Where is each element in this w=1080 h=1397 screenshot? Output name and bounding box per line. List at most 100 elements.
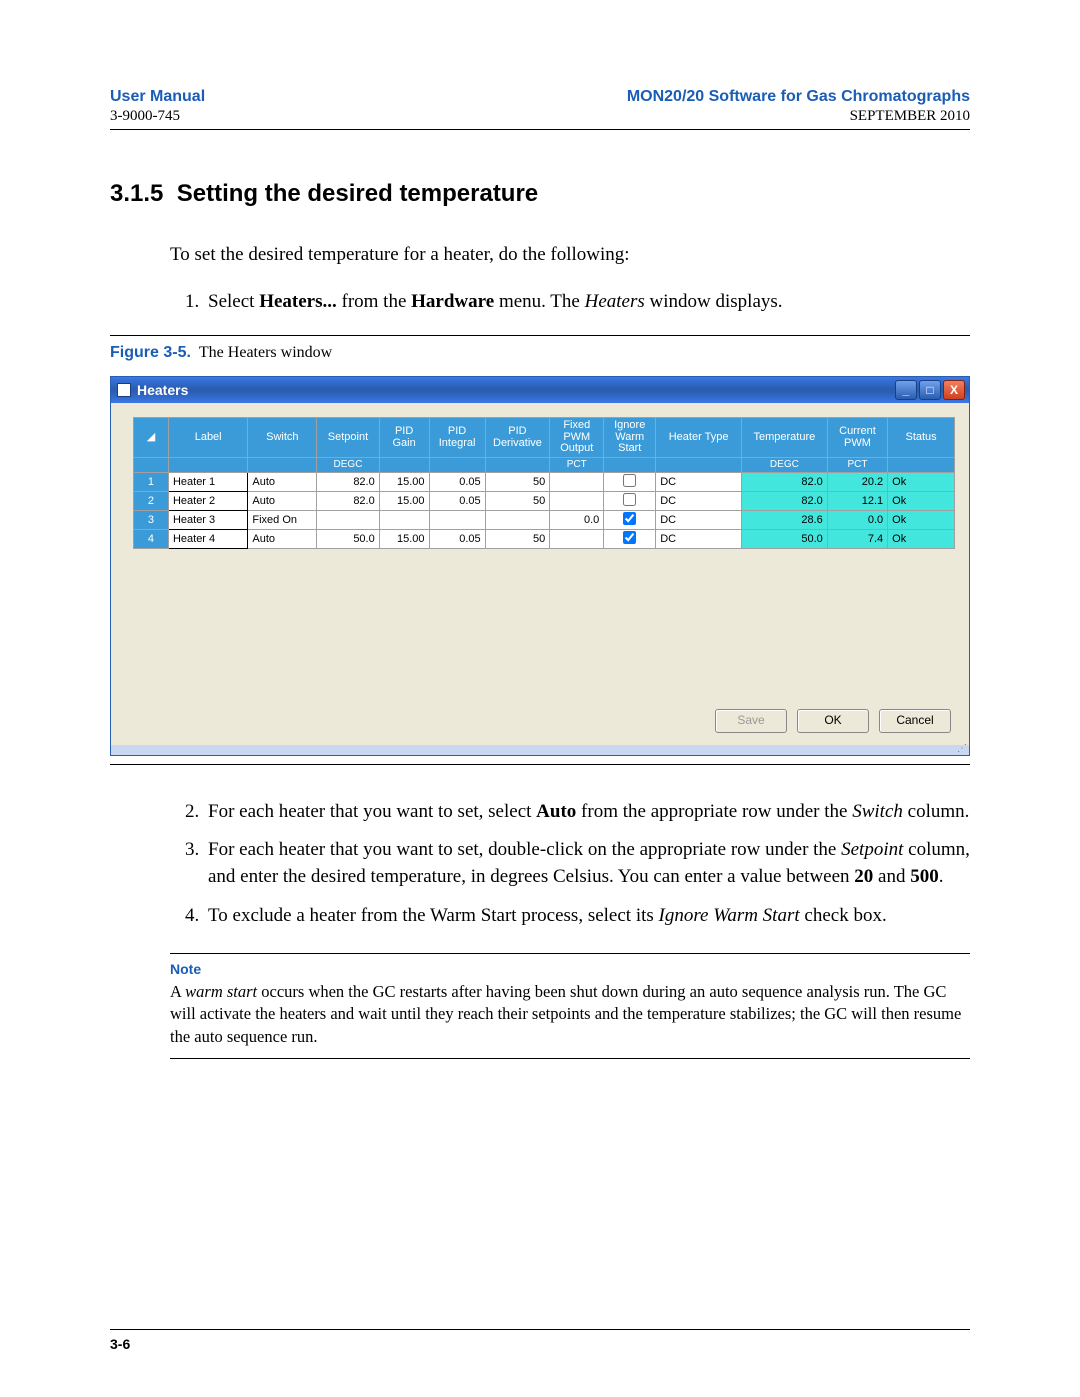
ignore-warm-checkbox[interactable] [623,474,636,487]
table-row[interactable]: 4Heater 4Auto50.015.000.0550DC50.07.4Ok [134,529,955,548]
cell-setpoint[interactable]: 50.0 [317,529,380,548]
col-temperature[interactable]: Temperature [741,418,827,458]
note-label: Note [170,960,970,979]
intro-text: To set the desired temperature for a hea… [170,242,970,269]
cell-current-pwm: 7.4 [827,529,887,548]
cell-gain[interactable]: 15.00 [379,491,429,510]
col-pid-integral[interactable]: PID Integral [429,418,485,458]
cell-derivative[interactable]: 50 [485,491,550,510]
cell-derivative[interactable]: 50 [485,472,550,491]
heaters-grid[interactable]: ◢ Label Switch Setpoint PID Gain PID Int… [133,417,955,549]
row-number: 4 [134,529,169,548]
col-label[interactable]: Label [168,418,247,458]
section-heading: 3.1.5 Setting the desired temperature [110,180,970,208]
col-status[interactable]: Status [888,418,955,458]
table-row[interactable]: 3Heater 3Fixed On0.0DC28.60.0Ok [134,510,955,529]
row-number: 2 [134,491,169,510]
cell-fixed-pwm[interactable] [550,472,604,491]
heaters-window: Heaters _ □ X ◢ Label Switch Setpoint PI… [110,376,970,756]
col-setpoint[interactable]: Setpoint [317,418,380,458]
cell-heater-type[interactable]: DC [656,472,742,491]
figure-caption: Figure 3-5. The Heaters window [110,335,970,362]
corner-cell[interactable]: ◢ [134,418,169,458]
row-number: 1 [134,472,169,491]
col-ignore-warm[interactable]: Ignore Warm Start [604,418,656,458]
window-title: Heaters [137,382,188,398]
page-footer: 3-6 [110,1329,970,1352]
cell-integral[interactable]: 0.05 [429,491,485,510]
col-current-pwm[interactable]: Current PWM [827,418,887,458]
cell-integral[interactable] [429,510,485,529]
cell-switch[interactable]: Auto [248,529,317,548]
cell-temperature: 82.0 [741,491,827,510]
save-button[interactable]: Save [715,709,787,733]
cell-label[interactable]: Heater 2 [168,491,247,510]
grid-header-row: ◢ Label Switch Setpoint PID Gain PID Int… [134,418,955,458]
cell-temperature: 28.6 [741,510,827,529]
ignore-warm-checkbox[interactable] [623,493,636,506]
cell-temperature: 82.0 [741,472,827,491]
cell-heater-type[interactable]: DC [656,529,742,548]
minimize-button[interactable]: _ [895,380,917,400]
cell-status: Ok [888,529,955,548]
col-pid-gain[interactable]: PID Gain [379,418,429,458]
table-row[interactable]: 2Heater 2Auto82.015.000.0550DC82.012.1Ok [134,491,955,510]
ignore-warm-checkbox[interactable] [623,531,636,544]
cell-label[interactable]: Heater 3 [168,510,247,529]
note-block: Note A warm start occurs when the GC res… [170,953,970,1059]
col-fixed-pwm[interactable]: Fixed PWM Output [550,418,604,458]
cell-setpoint[interactable] [317,510,380,529]
cell-heater-type[interactable]: DC [656,491,742,510]
cell-label[interactable]: Heater 4 [168,529,247,548]
cell-setpoint[interactable]: 82.0 [317,491,380,510]
cell-derivative[interactable] [485,510,550,529]
cell-derivative[interactable]: 50 [485,529,550,548]
cell-gain[interactable] [379,510,429,529]
ignore-warm-checkbox[interactable] [623,512,636,525]
header-date: SEPTEMBER 2010 [850,108,970,125]
step-1: Select Heaters... from the Hardware menu… [204,289,970,316]
cell-integral[interactable]: 0.05 [429,529,485,548]
cell-label[interactable]: Heater 1 [168,472,247,491]
cell-gain[interactable]: 15.00 [379,472,429,491]
step-4: To exclude a heater from the Warm Start … [204,903,970,930]
cell-gain[interactable]: 15.00 [379,529,429,548]
cell-switch[interactable]: Auto [248,472,317,491]
step-2: For each heater that you want to set, se… [204,799,970,826]
step-list-2: For each heater that you want to set, se… [170,799,970,929]
cell-ignore-warm[interactable] [604,510,656,529]
header-right-title: MON20/20 Software for Gas Chromatographs [627,88,970,106]
cell-switch[interactable]: Fixed On [248,510,317,529]
cell-ignore-warm[interactable] [604,472,656,491]
header-doc-number: 3-9000-745 [110,108,180,125]
row-number: 3 [134,510,169,529]
cell-fixed-pwm[interactable]: 0.0 [550,510,604,529]
cell-switch[interactable]: Auto [248,491,317,510]
cell-ignore-warm[interactable] [604,491,656,510]
step-3: For each heater that you want to set, do… [204,837,970,890]
col-switch[interactable]: Switch [248,418,317,458]
table-row[interactable]: 1Heater 1Auto82.015.000.0550DC82.020.2Ok [134,472,955,491]
cell-current-pwm: 12.1 [827,491,887,510]
close-button[interactable]: X [943,380,965,400]
window-titlebar[interactable]: Heaters _ □ X [111,377,969,403]
cell-heater-type[interactable]: DC [656,510,742,529]
cell-status: Ok [888,510,955,529]
maximize-button[interactable]: □ [919,380,941,400]
cancel-button[interactable]: Cancel [879,709,951,733]
step-list-1: Select Heaters... from the Hardware menu… [170,289,970,316]
ok-button[interactable]: OK [797,709,869,733]
cell-setpoint[interactable]: 82.0 [317,472,380,491]
cell-current-pwm: 0.0 [827,510,887,529]
cell-status: Ok [888,491,955,510]
cell-fixed-pwm[interactable] [550,491,604,510]
cell-fixed-pwm[interactable] [550,529,604,548]
resize-grip[interactable]: ⋰ [111,745,969,755]
window-icon [117,383,131,397]
cell-current-pwm: 20.2 [827,472,887,491]
cell-integral[interactable]: 0.05 [429,472,485,491]
col-pid-derivative[interactable]: PID Derivative [485,418,550,458]
cell-status: Ok [888,472,955,491]
cell-ignore-warm[interactable] [604,529,656,548]
col-heater-type[interactable]: Heater Type [656,418,742,458]
